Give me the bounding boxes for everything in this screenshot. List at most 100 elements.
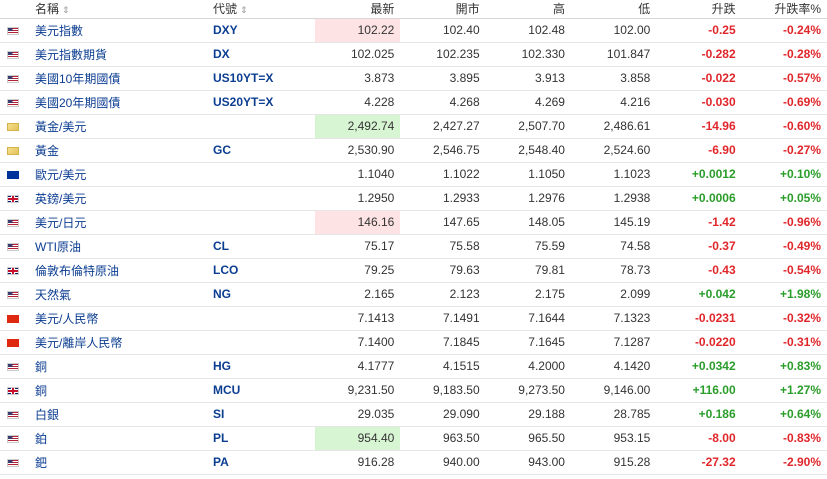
low-price: 7.1287: [613, 335, 651, 349]
low-price: 78.73: [620, 263, 651, 277]
instrument-code[interactable]: DXY: [213, 23, 238, 37]
change-percent: +0.10%: [779, 167, 821, 181]
instrument-name[interactable]: 鈀: [35, 455, 48, 470]
table-row[interactable]: 鈀 PA 916.28 940.00 943.00 915.28 -27.32 -2.90%: [0, 450, 827, 474]
header-last[interactable]: 最新: [315, 0, 401, 19]
instrument-code[interactable]: PL: [213, 431, 229, 445]
row-flag: [0, 138, 29, 162]
header-change[interactable]: 升跌: [656, 0, 742, 19]
instrument-name[interactable]: 白銀: [35, 407, 60, 422]
instrument-code[interactable]: US10YT=X: [213, 71, 274, 85]
high-price: 1.2976: [528, 191, 565, 205]
instrument-name[interactable]: 美元指數: [35, 23, 84, 38]
instrument-name[interactable]: 美國10年期國債: [35, 71, 121, 86]
table-row[interactable]: 美元指數 DXY 102.22 102.40 102.48 102.00 -0.25 -0.2…: [0, 18, 827, 42]
table-row[interactable]: 美元/日元 146.16 147.65 148.05 145.19 -1.42 -0.96%: [0, 210, 827, 234]
change-value: -0.0231: [694, 311, 736, 325]
sort-icon[interactable]: ⇕: [62, 5, 70, 16]
low-price: 1.1023: [613, 167, 651, 181]
high-price: 102.48: [528, 23, 565, 37]
header-code[interactable]: 代號 ⇕: [207, 0, 315, 19]
instrument-name[interactable]: 美元指數期貨: [35, 47, 108, 62]
flag-cn-icon: [7, 338, 19, 347]
row-flag: [0, 210, 29, 234]
instrument-name[interactable]: 美元/人民幣: [35, 311, 99, 326]
table-row[interactable]: 銅 MCU 9,231.50 9,183.50 9,273.50 9,146.00 +116…: [0, 378, 827, 402]
header-name[interactable]: 名稱 ⇕: [29, 0, 207, 19]
last-price: 916.28: [357, 455, 395, 469]
instrument-name[interactable]: 美元/離岸人民幣: [35, 335, 123, 350]
last-price: 4.1777: [357, 359, 395, 373]
instrument-name[interactable]: 歐元/美元: [35, 167, 87, 182]
instrument-name[interactable]: 黃金/美元: [35, 119, 87, 134]
instrument-name[interactable]: 黃金: [35, 143, 60, 158]
last-price: 102.22: [315, 18, 401, 42]
change-percent: -0.49%: [782, 239, 821, 253]
instrument-name[interactable]: 天然氣: [35, 287, 72, 302]
table-row[interactable]: 白銀 SI 29.035 29.090 29.188 28.785 +0.186 +0.64%: [0, 402, 827, 426]
table-row[interactable]: 銅 HG 4.1777 4.1515 4.2000 4.1420 +0.0342 +0.83%: [0, 354, 827, 378]
change-percent: -0.57%: [782, 71, 821, 85]
table-row[interactable]: 黃金 GC 2,530.90 2,546.75 2,548.40 2,524.60 -6.9…: [0, 138, 827, 162]
change-percent: +0.05%: [779, 191, 821, 205]
change-percent: -0.96%: [782, 215, 821, 229]
instrument-code[interactable]: GC: [213, 143, 231, 157]
table-row[interactable]: 歐元/美元 1.1040 1.1022 1.1050 1.1023 +0.0012 +0.1…: [0, 162, 827, 186]
instrument-name[interactable]: 鉑: [35, 431, 48, 446]
table-row[interactable]: WTI原油 CL 75.17 75.58 75.59 74.58 -0.37 -0.49%: [0, 234, 827, 258]
table-row[interactable]: 倫敦布倫特原油 LCO 79.25 79.63 79.81 78.73 -0.43 -0.54…: [0, 258, 827, 282]
table-row[interactable]: 美元/離岸人民幣 7.1400 7.1845 7.1645 7.1287 -0.0220 -…: [0, 330, 827, 354]
flag-gold-icon: [7, 146, 19, 155]
table-row[interactable]: 美國10年期國債 US10YT=X 3.873 3.895 3.913 3.858 -0.0…: [0, 66, 827, 90]
sort-icon[interactable]: ⇕: [240, 5, 248, 16]
high-price: 2,548.40: [518, 143, 565, 157]
instrument-name[interactable]: 美元/日元: [35, 215, 87, 230]
instrument-name[interactable]: 英鎊/美元: [35, 191, 87, 206]
change-value: -0.37: [708, 239, 736, 253]
instrument-code[interactable]: SI: [213, 407, 225, 421]
low-price: 102.00: [613, 23, 651, 37]
table-row[interactable]: 美國20年期國債 US20YT=X 4.228 4.268 4.269 4.216 -0.0…: [0, 90, 827, 114]
header-open[interactable]: 開市: [400, 0, 486, 19]
change-percent: +1.27%: [779, 383, 821, 397]
row-flag: [0, 42, 29, 66]
open-price: 147.65: [442, 215, 480, 229]
instrument-name[interactable]: 美國20年期國債: [35, 95, 121, 110]
table-header-row: 名稱 ⇕ 代號 ⇕ 最新 開市 高 低 升跌 升跌率%: [0, 0, 827, 19]
table-row[interactable]: 美元/人民幣 7.1413 7.1491 7.1644 7.1323 -0.0231 -0.…: [0, 306, 827, 330]
table-row[interactable]: 英鎊/美元 1.2950 1.2933 1.2976 1.2938 +0.0006 +0.0…: [0, 186, 827, 210]
instrument-name[interactable]: 銅: [35, 359, 48, 374]
flag-us-icon: [7, 218, 19, 227]
instrument-code[interactable]: DX: [213, 47, 230, 61]
table-row[interactable]: 鉑 PL 954.40 963.50 965.50 953.15 -8.00 -0.83%: [0, 426, 827, 450]
instrument-code[interactable]: HG: [213, 359, 231, 373]
instrument-code[interactable]: MCU: [213, 383, 241, 397]
flag-us-icon: [7, 434, 19, 443]
header-low[interactable]: 低: [570, 0, 657, 19]
table-row[interactable]: 美元指數期貨 DX 102.025 102.235 102.330 101.847 -0.2…: [0, 42, 827, 66]
table-row[interactable]: 黃金/美元 2,492.74 2,427.27 2,507.70 2,486.61 -14…: [0, 114, 827, 138]
change-value: -0.022: [701, 71, 736, 85]
open-price: 2,427.27: [432, 119, 480, 133]
instrument-name[interactable]: 銅: [35, 383, 48, 398]
instrument-code[interactable]: US20YT=X: [213, 95, 274, 109]
instrument-code[interactable]: NG: [213, 287, 231, 301]
instrument-name[interactable]: 倫敦布倫特原油: [35, 263, 120, 278]
instrument-code[interactable]: LCO: [213, 263, 239, 277]
header-high[interactable]: 高: [485, 0, 571, 19]
change-percent: -0.31%: [782, 335, 821, 349]
open-price: 3.895: [449, 71, 480, 85]
change-percent: -0.69%: [782, 95, 821, 109]
instrument-code[interactable]: CL: [213, 239, 229, 253]
instrument-name[interactable]: WTI原油: [35, 239, 81, 254]
low-price: 953.15: [613, 431, 651, 445]
header-change-pct[interactable]: 升跌率%: [741, 0, 827, 19]
low-price: 3.858: [620, 71, 651, 85]
high-price: 3.913: [534, 71, 565, 85]
high-price: 2,507.70: [518, 119, 565, 133]
change-value: -0.030: [701, 95, 736, 109]
last-price: 75.17: [364, 239, 395, 253]
instrument-code[interactable]: PA: [213, 455, 229, 469]
change-value: +116.00: [692, 383, 736, 397]
table-row[interactable]: 天然氣 NG 2.165 2.123 2.175 2.099 +0.042 +1.98%: [0, 282, 827, 306]
